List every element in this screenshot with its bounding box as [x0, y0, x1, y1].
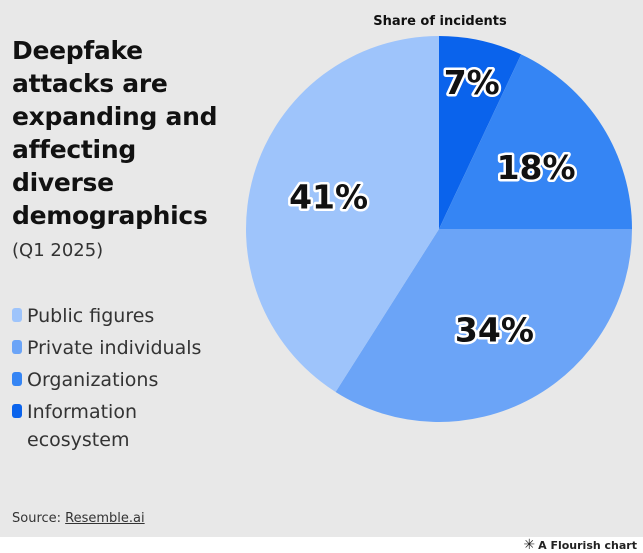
- pie-label-information-ecosystem: 7%: [444, 63, 500, 102]
- credit-text: A Flourish chart: [538, 538, 637, 552]
- flourish-credit[interactable]: ✳ A Flourish chart: [523, 537, 637, 553]
- pie-label-public-figures: 41%: [289, 177, 368, 216]
- pie-slice-private-individuals[interactable]: [335, 229, 632, 422]
- legend-swatch: [12, 404, 22, 418]
- legend-item-private-individuals[interactable]: Private individuals: [12, 334, 232, 362]
- flourish-logo-icon: ✳: [523, 537, 536, 553]
- pie-slice-public-figures[interactable]: [246, 36, 439, 392]
- legend-swatch: [12, 372, 22, 386]
- chart-title: Deepfake attacks are expanding and affec…: [12, 36, 218, 230]
- pie-slice-information-ecosystem[interactable]: [439, 36, 522, 229]
- legend-label: Public figures: [27, 305, 155, 327]
- legend-label: Information ecosystem: [27, 401, 137, 451]
- source-prefix: Source:: [12, 511, 66, 526]
- legend-label: Private individuals: [27, 337, 202, 359]
- chart-card: Deepfake attacks are expanding and affec…: [0, 0, 643, 537]
- legend-item-information-ecosystem[interactable]: Information ecosystem: [12, 398, 232, 454]
- chart-subtitle: (Q1 2025): [12, 240, 104, 261]
- legend-swatch: [12, 308, 22, 322]
- legend-swatch: [12, 340, 22, 354]
- legend-item-organizations[interactable]: Organizations: [12, 366, 232, 394]
- source-note: Source: Resemble.ai: [12, 511, 145, 526]
- chart-heading: Share of incidents: [373, 14, 507, 29]
- pie-slice-organizations[interactable]: [439, 54, 632, 229]
- legend-label: Organizations: [27, 369, 159, 391]
- pie-chart: 7% 18% 34% 41%: [246, 36, 632, 422]
- legend: Public figures Private individuals Organ…: [12, 302, 232, 458]
- pie-label-private-individuals: 34%: [455, 310, 534, 349]
- legend-item-public-figures[interactable]: Public figures: [12, 302, 232, 330]
- pie-label-organizations: 18%: [497, 148, 576, 187]
- source-link[interactable]: Resemble.ai: [65, 511, 145, 526]
